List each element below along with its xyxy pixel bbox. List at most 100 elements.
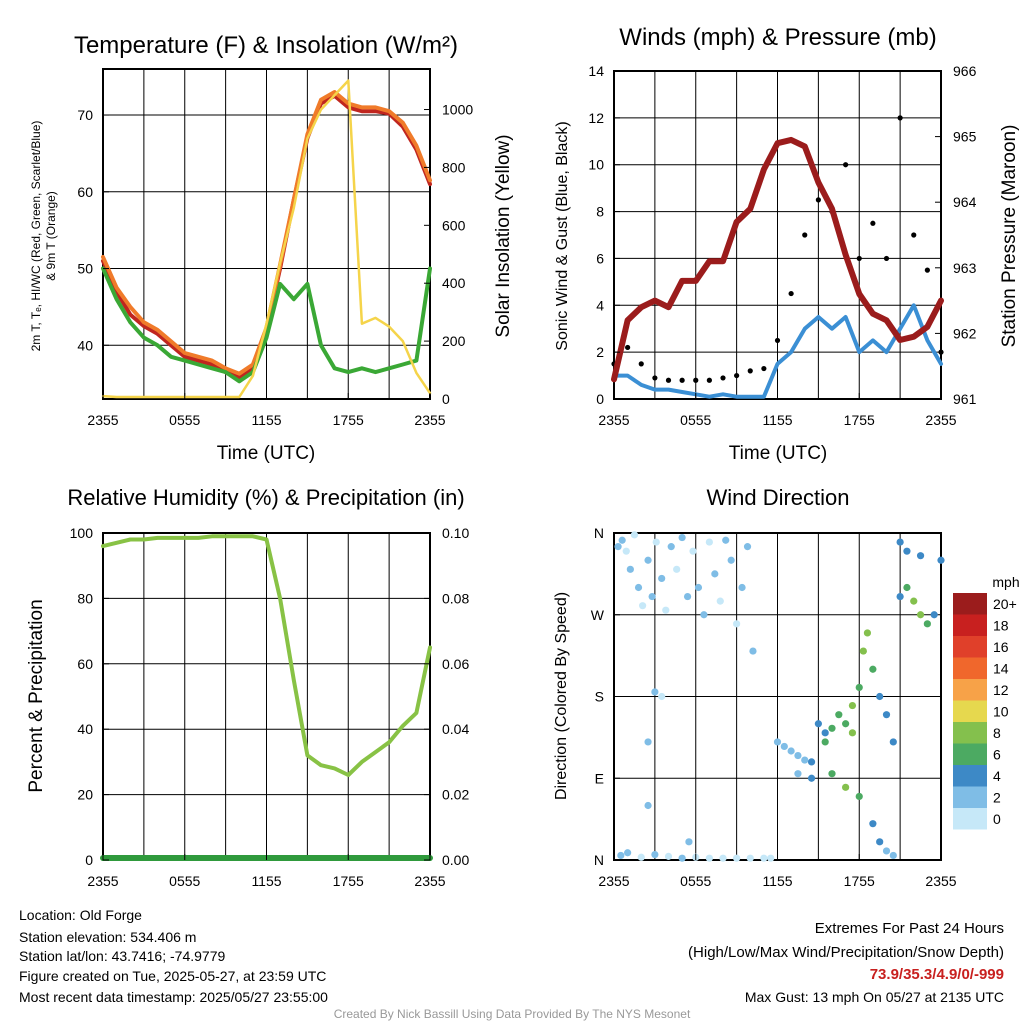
direction-point xyxy=(848,729,857,737)
y-tick-label: 100 xyxy=(70,525,94,541)
direction-point xyxy=(614,543,622,551)
direction-point xyxy=(634,583,643,592)
colorbar-label: 6 xyxy=(993,747,1001,763)
x-tick-label: 0555 xyxy=(680,412,711,428)
sonic-wind-line xyxy=(612,303,943,399)
y-tick-label: 0 xyxy=(85,852,93,868)
colorbar-label: 10 xyxy=(993,704,1009,720)
direction-point xyxy=(722,536,730,544)
y2-tick-label: 961 xyxy=(953,391,977,407)
direction-point xyxy=(923,620,931,628)
gust-point xyxy=(788,290,794,297)
direction-point xyxy=(903,547,911,555)
gust-point xyxy=(734,372,740,379)
direction-point xyxy=(787,747,795,755)
direction-x-ticks: 2355 0555 1155 1755 2355 xyxy=(598,854,957,889)
direction-point xyxy=(882,847,891,855)
direction-point xyxy=(651,688,659,696)
y-tick-label: 40 xyxy=(77,721,93,737)
x-tick-label: 2355 xyxy=(87,873,118,889)
direction-point xyxy=(889,738,897,746)
y-tick-label: 8 xyxy=(596,204,604,220)
gust-point xyxy=(815,197,821,203)
direction-point xyxy=(855,683,863,692)
direction-point xyxy=(667,543,675,551)
gust-point xyxy=(802,232,808,238)
colorbar-label: 18 xyxy=(993,618,1009,634)
direction-left-ticks: N E S W N xyxy=(591,525,620,868)
direction-point xyxy=(821,729,829,737)
gust-point xyxy=(693,377,699,383)
direction-point xyxy=(624,849,632,857)
humidity-left-ticks: 0 20 40 60 80 100 xyxy=(70,525,109,868)
direction-point xyxy=(652,538,660,546)
direction-point xyxy=(700,611,708,619)
x-tick-label: 1155 xyxy=(251,412,281,428)
direction-point xyxy=(807,758,816,766)
direction-point xyxy=(814,720,822,728)
colorbar-label: 4 xyxy=(993,768,1001,784)
y2-tick-label: 0.00 xyxy=(442,852,469,868)
direction-points xyxy=(614,531,945,862)
gust-point xyxy=(720,375,726,381)
colorbar-swatch xyxy=(953,722,987,744)
colorbar-label: 16 xyxy=(993,639,1009,655)
y2-tick-label: 400 xyxy=(442,275,466,291)
gust-point xyxy=(897,115,903,121)
direction-point xyxy=(889,851,897,860)
direction-point xyxy=(828,724,836,732)
y-tick-label: 70 xyxy=(77,107,93,123)
colorbar-swatch xyxy=(953,636,987,658)
direction-point xyxy=(869,820,877,828)
max-gust: Max Gust: 13 mph On 05/27 at 2135 UTC xyxy=(744,989,1004,1005)
colorbar-swatch xyxy=(953,679,987,701)
footer-elevation: Station elevation: 534.406 m xyxy=(19,929,197,945)
temperature-title: Temperature (F) & Insolation (W/m²) xyxy=(74,32,458,59)
direction-point xyxy=(876,838,884,846)
x-tick-label: 2355 xyxy=(414,412,445,428)
winds-x-ticks: 2355 0555 1155 1755 2355 xyxy=(598,393,957,428)
y2-tick-label: 0.02 xyxy=(442,787,469,803)
x-tick-label: 2355 xyxy=(925,412,956,428)
y2-tick-label: 962 xyxy=(953,325,977,341)
direction-point xyxy=(767,854,775,862)
y-tick-label: 2 xyxy=(596,344,604,360)
direction-point xyxy=(863,629,872,637)
y2-tick-label: 1000 xyxy=(442,102,473,118)
colorbar-swatch xyxy=(953,765,987,787)
humidity-panel: Relative Humidity (%) & Precipitation (i… xyxy=(26,485,469,889)
direction-point xyxy=(801,756,809,764)
direction-point xyxy=(896,538,904,546)
x-tick-label: 0555 xyxy=(680,873,711,889)
y-tick-label: 0 xyxy=(596,391,604,407)
gust-point xyxy=(924,267,930,273)
winds-title: Winds (mph) & Pressure (mb) xyxy=(619,24,936,51)
temperature-left-ticks: 40 50 60 70 xyxy=(77,107,109,353)
direction-point xyxy=(644,801,652,810)
direction-point xyxy=(639,602,647,610)
direction-point xyxy=(662,606,670,614)
direction-point xyxy=(705,538,713,546)
y-tick-label: 50 xyxy=(77,261,93,277)
temperature-x-ticks: 2355 0555 1155 1755 2355 xyxy=(87,393,446,428)
station-pressure-line xyxy=(611,136,944,383)
colorbar-label: 8 xyxy=(993,725,1001,741)
humidity-right-ticks: 0.00 0.02 0.04 0.06 0.08 0.10 xyxy=(424,525,469,868)
direction-point xyxy=(637,853,645,861)
winds-ylabel-left: Sonic Wind & Gust (Blue, Black) xyxy=(554,121,571,350)
direction-point xyxy=(644,556,652,564)
direction-point xyxy=(746,854,754,862)
direction-point xyxy=(673,565,681,573)
direction-point xyxy=(930,611,938,619)
direction-point xyxy=(719,854,727,862)
direction-point xyxy=(716,597,724,605)
y2-tick-label: 0.10 xyxy=(442,525,469,541)
colorbar-swatch xyxy=(953,743,987,765)
extremes-title: Extremes For Past 24 Hours xyxy=(814,920,1004,937)
direction-point xyxy=(733,854,741,862)
direction-point xyxy=(733,620,741,628)
footer-latlon: Station lat/lon: 43.7416; -74.9779 xyxy=(19,948,226,964)
footer-recent: Most recent data timestamp: 2025/05/27 2… xyxy=(19,989,328,1005)
y-tick-label: 10 xyxy=(588,157,604,173)
winds-grid xyxy=(614,71,941,399)
